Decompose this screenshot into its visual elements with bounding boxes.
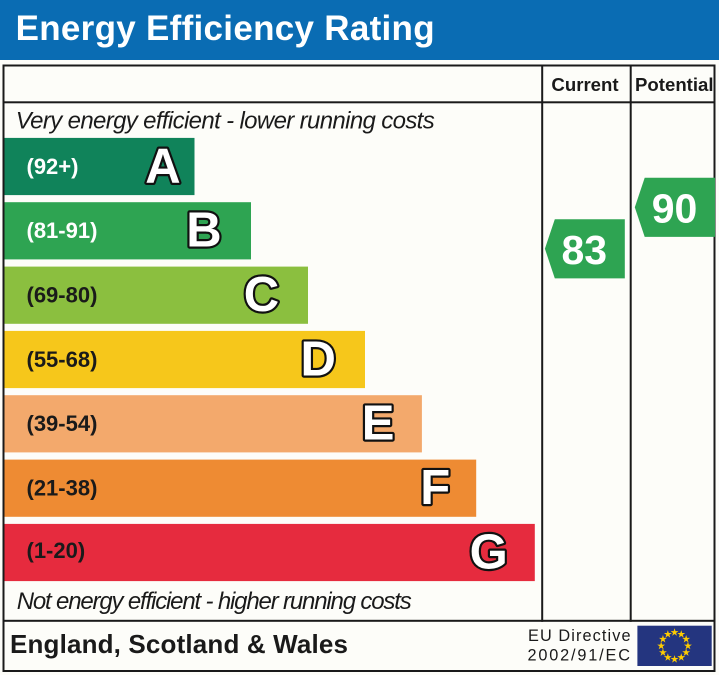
svg-text:90: 90 [652, 185, 698, 231]
svg-text:EU Directive: EU Directive [528, 627, 631, 645]
svg-text:A: A [145, 139, 180, 193]
svg-text:Energy Efficiency Rating: Energy Efficiency Rating [16, 9, 435, 48]
svg-text:F: F [420, 461, 450, 515]
svg-text:Potential: Potential [635, 74, 714, 95]
svg-text:E: E [362, 397, 395, 451]
svg-text:(1-20): (1-20) [27, 538, 86, 563]
svg-text:G: G [470, 525, 508, 579]
svg-text:(39-54): (39-54) [27, 411, 98, 436]
svg-text:2002/91/EC: 2002/91/EC [528, 646, 631, 664]
svg-text:Current: Current [551, 74, 618, 95]
svg-text:England, Scotland & Wales: England, Scotland & Wales [10, 629, 348, 659]
svg-text:Very energy efficient - lower: Very energy efficient - lower running co… [16, 107, 435, 134]
svg-text:(21-38): (21-38) [27, 476, 98, 501]
svg-text:B: B [186, 204, 221, 258]
svg-text:(55-68): (55-68) [27, 347, 98, 372]
svg-text:(92+): (92+) [27, 154, 79, 179]
svg-text:D: D [301, 332, 336, 386]
svg-text:(81-91): (81-91) [27, 218, 98, 243]
svg-text:83: 83 [561, 227, 607, 273]
svg-text:(69-80): (69-80) [27, 283, 98, 308]
svg-text:C: C [244, 268, 279, 322]
svg-text:Not energy efficient - higher: Not energy efficient - higher running co… [17, 588, 412, 615]
